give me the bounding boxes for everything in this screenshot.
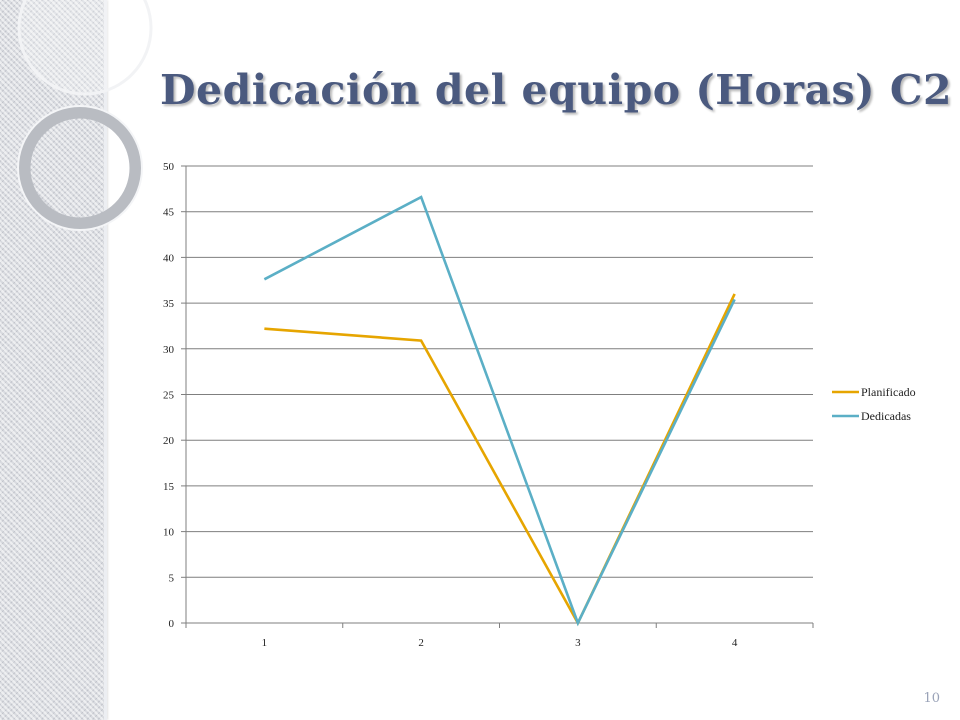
legend-label: Dedicadas xyxy=(861,409,911,423)
x-tick-label: 4 xyxy=(732,637,738,649)
series-lines xyxy=(263,195,736,627)
x-tick-label: 1 xyxy=(262,637,268,649)
y-tick-label: 20 xyxy=(163,435,175,447)
y-tick-label: 45 xyxy=(163,207,175,219)
y-tick-label: 50 xyxy=(163,161,175,173)
y-tick-label: 25 xyxy=(163,390,175,402)
y-tick-label: 35 xyxy=(163,298,175,310)
slide-title: Dedicación del equipo (Horas) C2 xyxy=(160,66,952,114)
y-tick-label: 5 xyxy=(169,572,175,584)
x-tick-label: 2 xyxy=(418,637,424,649)
legend-label: Planificado xyxy=(861,385,916,399)
slide-number: 10 xyxy=(923,691,940,706)
chart-legend: Planificado Dedicadas xyxy=(832,385,916,423)
x-tick-label: 3 xyxy=(575,637,581,649)
side-band-edge xyxy=(104,0,107,720)
y-tick-label: 40 xyxy=(163,252,175,264)
y-tick-label: 10 xyxy=(163,527,175,539)
y-tick-label: 30 xyxy=(163,344,175,356)
y-tick-label: 0 xyxy=(169,618,175,630)
series-line-dedicadas xyxy=(263,195,736,627)
grid-lines xyxy=(186,165,813,624)
decorative-circles xyxy=(17,0,153,231)
series-line-planificado xyxy=(264,293,736,626)
y-tick-label: 15 xyxy=(163,481,175,493)
chart-axes: 0 5 10 15 20 25 30 35 40 45 50 1 2 3 4 xyxy=(163,161,814,649)
